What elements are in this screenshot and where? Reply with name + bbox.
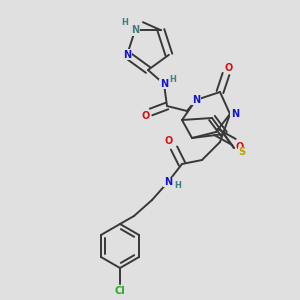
Text: O: O [165, 136, 173, 146]
Text: O: O [142, 111, 150, 121]
Text: N: N [160, 79, 168, 89]
Text: O: O [225, 63, 233, 73]
Text: Cl: Cl [115, 286, 125, 296]
Text: H: H [169, 74, 176, 83]
Text: H: H [122, 18, 128, 27]
Text: O: O [236, 142, 244, 152]
Text: N: N [231, 109, 239, 119]
Text: S: S [238, 147, 246, 157]
Text: N: N [131, 25, 139, 35]
Text: N: N [192, 95, 200, 105]
Text: H: H [175, 182, 182, 190]
Text: N: N [123, 50, 131, 60]
Text: N: N [164, 177, 172, 187]
